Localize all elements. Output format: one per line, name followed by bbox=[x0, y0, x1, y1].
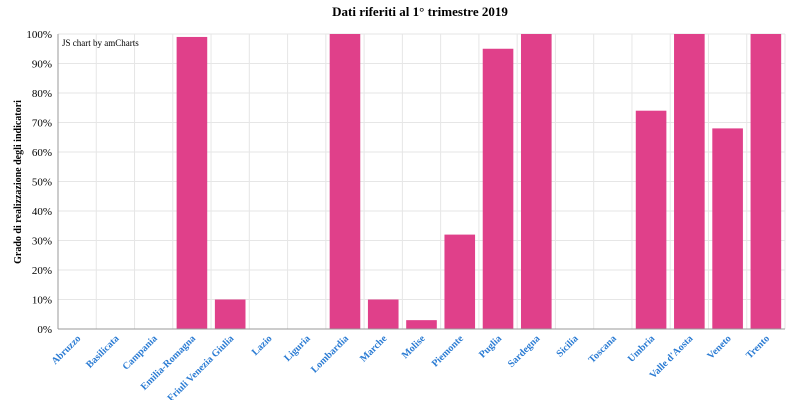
y-tick-label: 90% bbox=[32, 59, 52, 71]
y-tick-label: 40% bbox=[32, 206, 52, 218]
y-tick-label: 10% bbox=[32, 295, 52, 307]
axis-layer: 0% 10% 20% 30% 40% 50% 60% 70% 80% 90% 100% Abruzzo… bbox=[26, 29, 785, 400]
bar-marche[interactable] bbox=[367, 299, 399, 330]
x-tick-label[interactable]: Lazio bbox=[250, 333, 275, 358]
y-tick-label: 20% bbox=[32, 265, 52, 277]
y-tick-label: 30% bbox=[32, 236, 52, 248]
x-tick-label[interactable]: Lombardia bbox=[309, 333, 351, 375]
x-tick-label[interactable]: Piemonte bbox=[430, 333, 466, 369]
bar-veneto[interactable] bbox=[712, 128, 743, 329]
x-tick-label[interactable]: Basilicata bbox=[84, 333, 121, 370]
x-tick-label[interactable]: Sardegna bbox=[506, 333, 542, 369]
y-tick-label: 50% bbox=[32, 177, 52, 189]
bar-lombardia[interactable] bbox=[329, 34, 361, 329]
y-tick-label: 60% bbox=[32, 147, 52, 159]
x-tick-label[interactable]: Sicilia bbox=[554, 333, 580, 359]
x-tick-label[interactable]: Campania bbox=[121, 333, 160, 372]
x-tick-label[interactable]: Veneto bbox=[705, 333, 733, 361]
amcharts-credit-link[interactable]: JS chart by amCharts bbox=[62, 38, 139, 48]
x-tick-label[interactable]: Marche bbox=[358, 333, 390, 365]
bar-friuli-venezia-giulia[interactable] bbox=[214, 299, 246, 330]
bar-emilia-romagna[interactable] bbox=[176, 36, 208, 329]
chart-title: Dati riferiti al 1° trimestre 2019 bbox=[332, 4, 508, 19]
y-tick-label: 70% bbox=[32, 118, 52, 130]
y-tick-label: 80% bbox=[32, 88, 52, 100]
x-tick-label[interactable]: Umbria bbox=[626, 333, 657, 364]
x-tick-label[interactable]: Puglia bbox=[477, 333, 504, 360]
bar-umbria[interactable] bbox=[635, 110, 667, 329]
bar-valle-d-aosta[interactable] bbox=[674, 34, 705, 329]
y-tick-label: 100% bbox=[26, 29, 52, 41]
x-tick-label[interactable]: Friuli Venezia Giulia bbox=[166, 333, 237, 400]
bar-layer bbox=[176, 34, 782, 330]
x-tick-label[interactable]: Liguria bbox=[282, 333, 313, 364]
bar-trento[interactable] bbox=[750, 34, 782, 329]
x-tick-label[interactable]: Trento bbox=[744, 333, 772, 361]
y-tick-label: 0% bbox=[37, 324, 52, 336]
x-tick-label[interactable]: Molise bbox=[400, 333, 428, 361]
bar-sardegna[interactable] bbox=[520, 34, 552, 329]
x-tick-label[interactable]: Abruzzo bbox=[50, 333, 84, 367]
bar-puglia[interactable] bbox=[482, 48, 514, 329]
bar-molise[interactable] bbox=[406, 320, 437, 329]
bar-piemonte[interactable] bbox=[444, 234, 476, 329]
x-tick-label[interactable]: Toscana bbox=[587, 333, 619, 365]
y-axis-label: Grado di realizzazione degli indicatori bbox=[13, 100, 24, 264]
